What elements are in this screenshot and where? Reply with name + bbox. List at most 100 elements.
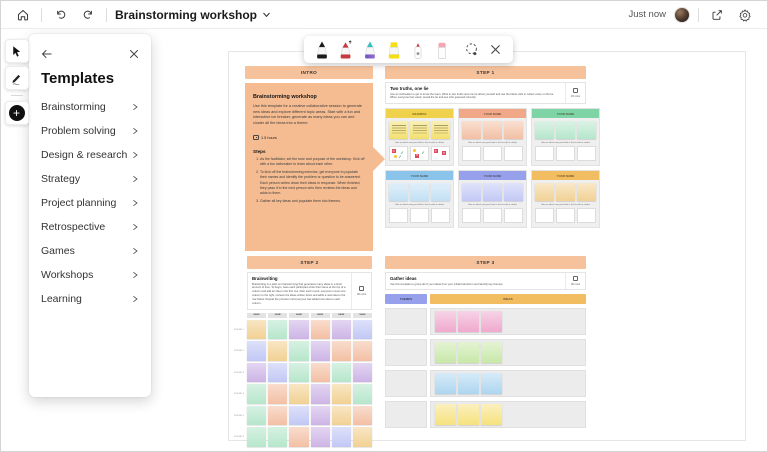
sticky-note[interactable] xyxy=(352,405,373,426)
templates-item-games[interactable]: Games xyxy=(41,239,139,263)
close-panel-button[interactable] xyxy=(129,49,139,59)
red-arrow-pen-button[interactable] xyxy=(334,37,357,62)
sticky-note[interactable] xyxy=(352,384,373,404)
sticky-note[interactable] xyxy=(268,341,288,361)
sticky-note[interactable] xyxy=(483,121,502,140)
vote-cell[interactable] xyxy=(504,208,523,224)
sticky-note[interactable] xyxy=(352,427,373,447)
sticky-note[interactable] xyxy=(481,311,502,333)
lasso-select-button[interactable] xyxy=(460,37,483,62)
sticky-note[interactable] xyxy=(289,341,309,361)
themes-header[interactable]: THEMES xyxy=(385,294,427,305)
step3-info-card[interactable]: Gather ideas Use this template to group … xyxy=(385,272,586,291)
sticky-note[interactable] xyxy=(289,427,309,447)
share-button[interactable] xyxy=(707,5,727,25)
theme-cell[interactable] xyxy=(385,308,427,336)
sticky-note[interactable] xyxy=(331,427,351,447)
name-chip[interactable]: NAME xyxy=(268,312,288,318)
close-ink-toolbar-button[interactable] xyxy=(484,37,507,62)
sticky-note[interactable] xyxy=(289,362,309,383)
sticky-note[interactable] xyxy=(458,404,479,426)
section-header-step1[interactable]: STEP 1 xyxy=(385,66,586,79)
sticky-note[interactable] xyxy=(410,183,429,202)
section-header-step3[interactable]: STEP 3 xyxy=(385,256,586,269)
sticky-note[interactable] xyxy=(535,183,554,202)
sticky-note[interactable] xyxy=(504,121,523,140)
vote-cell[interactable] xyxy=(431,208,450,224)
sticky-note[interactable] xyxy=(247,427,267,447)
templates-item-retrospective[interactable]: Retrospective xyxy=(41,215,139,239)
back-button[interactable] xyxy=(41,48,53,60)
sticky-note[interactable] xyxy=(458,311,479,333)
ideas-header[interactable]: IDEAS xyxy=(430,294,586,305)
templates-item-design-research[interactable]: Design & research xyxy=(41,143,139,167)
vote-cell[interactable]: ✕ ✓ ✓ xyxy=(389,146,408,162)
select-tool-button[interactable] xyxy=(4,39,29,63)
highlighter-button[interactable] xyxy=(382,37,405,62)
sticky-note[interactable] xyxy=(458,342,479,364)
sticky-note[interactable] xyxy=(556,121,575,140)
sticky-note[interactable] xyxy=(331,341,351,361)
white-pen-button[interactable] xyxy=(406,37,429,62)
sticky-note[interactable] xyxy=(481,404,502,426)
sticky-panel-6[interactable]: YOUR NAME Vote on which one you think is … xyxy=(531,170,600,229)
sticky-note[interactable] xyxy=(268,362,288,383)
sticky-note[interactable] xyxy=(577,183,596,202)
name-chip[interactable]: NAME xyxy=(247,312,267,318)
vote-cell[interactable] xyxy=(483,146,502,162)
sticky-note[interactable] xyxy=(331,384,351,404)
sticky-note[interactable] xyxy=(289,319,309,340)
sticky-note[interactable] xyxy=(462,183,481,202)
sticky-panel-1[interactable]: EXAMPLE Vote on which one you think is th… xyxy=(385,108,454,167)
sticky-note[interactable] xyxy=(458,373,479,395)
board-title-menu[interactable]: Brainstorming workshop xyxy=(115,8,271,22)
sticky-panel-3[interactable]: YOUR NAME Vote on which one you think is … xyxy=(531,108,600,167)
sticky-note[interactable] xyxy=(389,121,408,140)
sticky-note[interactable] xyxy=(462,121,481,140)
sticky-note[interactable] xyxy=(483,183,502,202)
sticky-note[interactable] xyxy=(389,183,408,202)
vote-cell[interactable] xyxy=(577,146,596,162)
vote-cell[interactable] xyxy=(462,146,481,162)
sticky-note[interactable] xyxy=(289,384,309,404)
sticky-note[interactable] xyxy=(435,404,456,426)
templates-item-problem-solving[interactable]: Problem solving xyxy=(41,119,139,143)
sticky-note[interactable] xyxy=(577,121,596,140)
templates-item-workshops[interactable]: Workshops xyxy=(41,263,139,287)
name-chip[interactable]: NAME xyxy=(352,312,373,318)
sticky-note[interactable] xyxy=(435,373,456,395)
vote-cell[interactable] xyxy=(483,208,502,224)
sticky-note[interactable] xyxy=(247,319,267,340)
sticky-note[interactable] xyxy=(310,427,330,447)
settings-button[interactable] xyxy=(735,5,755,25)
vote-cell[interactable] xyxy=(535,146,554,162)
sticky-note[interactable] xyxy=(247,405,267,426)
sticky-panel-5[interactable]: YOUR NAME Vote on which one you think is … xyxy=(458,170,527,229)
pen-tool-button[interactable] xyxy=(4,66,29,90)
sticky-note[interactable] xyxy=(268,427,288,447)
sticky-note[interactable] xyxy=(331,362,351,383)
vote-cell[interactable]: ✓ ✕ xyxy=(410,146,429,162)
sticky-note[interactable] xyxy=(268,405,288,426)
section-header-step2[interactable]: STEP 2 xyxy=(247,256,372,269)
avatar[interactable] xyxy=(674,6,690,23)
sticky-note[interactable] xyxy=(310,341,330,361)
sticky-note[interactable] xyxy=(535,121,554,140)
sticky-note[interactable] xyxy=(481,342,502,364)
theme-cell[interactable] xyxy=(385,370,427,398)
sticky-note[interactable] xyxy=(247,362,267,383)
vote-cell[interactable] xyxy=(535,208,554,224)
sticky-note[interactable] xyxy=(331,319,351,340)
vote-cell[interactable] xyxy=(410,208,429,224)
vote-cell[interactable] xyxy=(556,146,575,162)
sticky-panel-2[interactable]: YOUR NAME Vote on which one you think is … xyxy=(458,108,527,167)
sticky-note[interactable] xyxy=(268,319,288,340)
sticky-note[interactable] xyxy=(435,342,456,364)
theme-cell[interactable] xyxy=(385,339,427,367)
black-pen-button[interactable] xyxy=(310,37,333,62)
vote-cell[interactable] xyxy=(504,146,523,162)
templates-item-strategy[interactable]: Strategy xyxy=(41,167,139,191)
add-content-button[interactable]: + xyxy=(4,101,29,125)
sticky-note[interactable] xyxy=(435,311,456,333)
vote-cell[interactable] xyxy=(577,208,596,224)
